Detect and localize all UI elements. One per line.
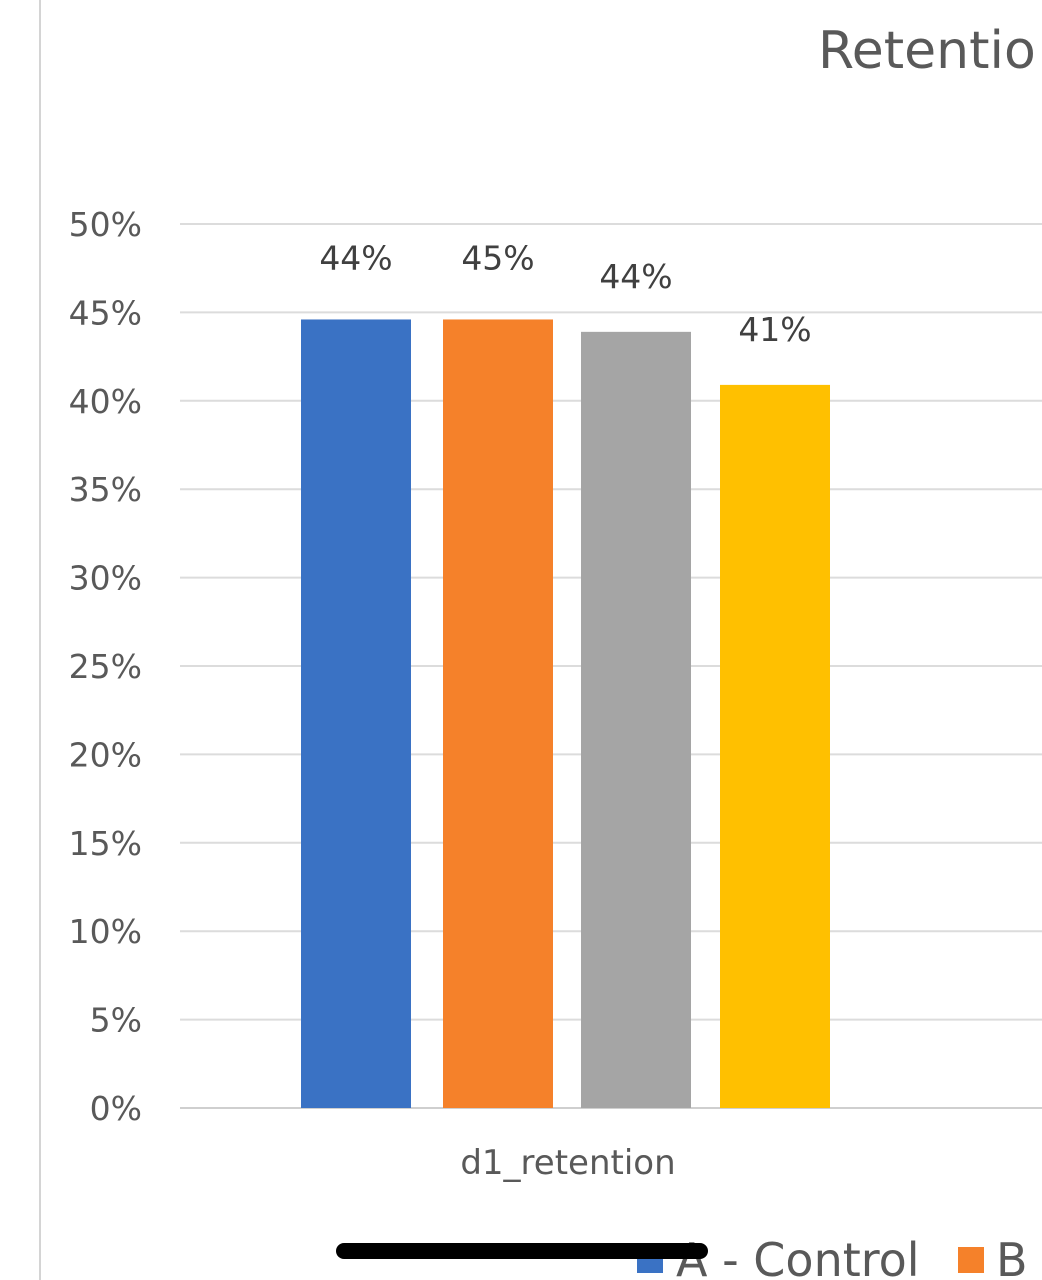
y-tick-label: 30% [69,559,142,598]
x-axis-category-labels: d1_retention [460,1143,675,1183]
legend-swatch [958,1247,984,1273]
y-tick-label: 20% [69,735,142,774]
y-axis-tick-labels: 0% 5% 10% 15% 20% 25% 30% 35% 40% 45% 50% [69,205,142,1128]
bar [720,384,830,1108]
bar [581,331,691,1108]
y-tick-label: 0% [90,1089,142,1128]
y-tick-label: 5% [90,1001,142,1040]
legend: A - Control B - [637,1233,1042,1280]
data-label: 44% [599,257,672,296]
data-labels: 44% 45% 44% 41% [319,238,811,348]
bars [301,319,830,1108]
legend-label: B - [996,1233,1042,1280]
data-label: 44% [319,238,392,277]
bar [301,319,411,1108]
legend-label: A - Control [676,1233,920,1280]
data-label: 45% [461,238,534,277]
bar [443,319,553,1108]
y-tick-label: 40% [69,382,142,421]
y-tick-label: 50% [69,205,142,244]
home-indicator-bar [336,1243,708,1259]
y-tick-label: 35% [69,470,142,509]
y-tick-label: 25% [69,647,142,686]
chart-title: Retentio [818,21,1036,81]
y-tick-label: 10% [69,912,142,951]
y-tick-label: 45% [69,293,142,332]
y-tick-label: 15% [69,824,142,863]
x-category-label: d1_retention [460,1143,675,1183]
data-label: 41% [738,310,811,349]
